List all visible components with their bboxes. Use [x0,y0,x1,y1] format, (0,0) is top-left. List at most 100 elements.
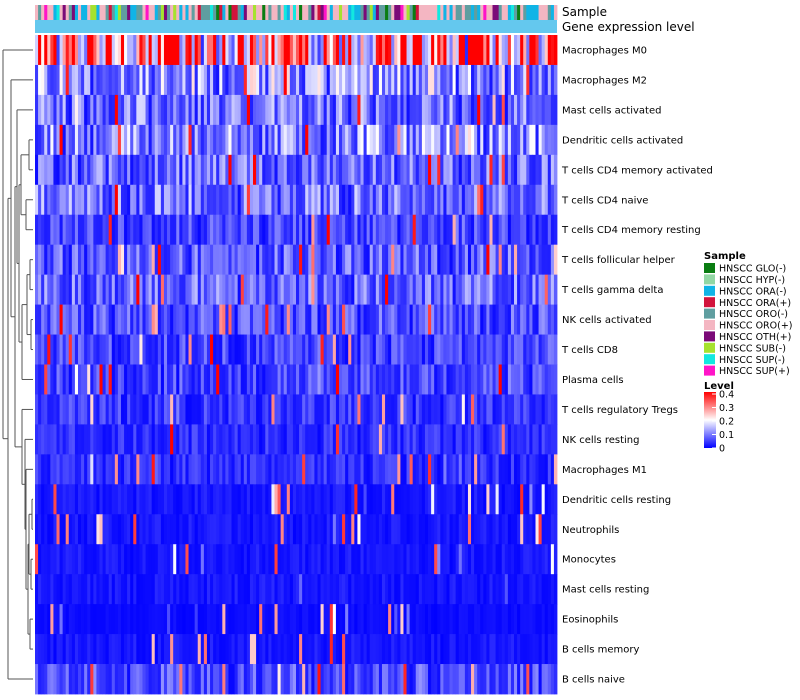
heatmap-cell [501,394,506,425]
heatmap-cell [514,124,518,156]
heatmap-cell [483,634,487,665]
heatmap-cell [77,124,82,156]
heatmap-cell [363,394,368,425]
sample-cell [489,5,493,20]
heatmap-cell [151,304,156,335]
heatmap-cell [111,424,116,455]
heatmap-cell [360,514,364,545]
heatmap-cell [200,364,205,395]
heatmap-cell [194,394,199,425]
heatmap-cell [455,394,460,425]
heatmap-cell [283,334,288,365]
heatmap-cell [375,574,380,605]
sample-cell [474,5,478,20]
heatmap-cell [262,154,266,186]
heatmap-cell [188,334,192,365]
heatmap-cell [351,64,355,96]
heatmap-cell [443,394,447,425]
heatmap-cell [394,94,398,126]
heatmap-cell [464,304,469,335]
heatmap-cell [553,514,558,545]
sample-cell [50,5,54,20]
heatmap-cell [326,634,331,665]
heatmap-cell [265,184,269,216]
heatmap-cell [127,244,131,276]
heatmap-cell [517,604,521,635]
heatmap-cell [403,304,407,335]
heatmap-cell [486,35,490,66]
heatmap-cell [458,634,463,665]
heatmap-cell [274,604,278,635]
heatmap-cell [345,304,349,335]
heatmap-cell [338,214,343,246]
heatmap-cell [234,64,239,96]
heatmap-cell [289,124,294,156]
heatmap-cell [421,35,426,66]
heatmap-cell [305,64,309,96]
heatmap-cell [102,634,107,665]
heatmap-cell [262,664,266,695]
heatmap-cell [124,124,128,156]
heatmap-cell [449,334,453,365]
heatmap-cell [124,604,128,635]
sample-cell [526,5,530,20]
heatmap-cell [550,124,555,156]
heatmap-cell [317,244,321,276]
heatmap-cell [369,274,374,305]
heatmap-cell [280,244,285,276]
heatmap-cell [219,484,223,515]
heatmap-cell [299,424,303,455]
heatmap-cell [234,424,239,455]
heatmap-cell [520,634,524,665]
heatmap-cell [514,244,518,276]
heatmap-cell [385,364,389,395]
heatmap-cell [225,424,229,455]
heatmap-cell [434,184,438,216]
heatmap-cell [412,214,417,246]
heatmap-cell [213,634,217,665]
heatmap-cell [108,214,113,246]
heatmap-cell [87,664,91,695]
heatmap-cell [216,124,220,156]
heatmap-cell [271,154,275,186]
heatmap-cell [474,64,478,96]
heatmap-cell [477,454,481,485]
heatmap-cell [553,364,558,395]
heatmap-cell [154,394,159,425]
heatmap-cell [529,124,533,156]
heatmap-cell [74,424,79,455]
heatmap-cell [222,604,226,635]
heatmap-cell [240,304,245,335]
heatmap-cell [210,334,214,365]
heatmap-cell [256,334,260,365]
heatmap-cell [406,634,411,665]
heatmap-cell [277,514,282,545]
heatmap-cell [283,364,288,395]
heatmap-cell [99,304,103,335]
heatmap-cell [378,424,383,455]
heatmap-cell [99,364,103,395]
heatmap-cell [216,484,220,515]
heatmap-cell [449,35,453,66]
heatmap-cell [452,454,457,485]
heatmap-cell [428,274,432,305]
heatmap-cell [523,304,527,335]
heatmap-cell [231,124,235,156]
heatmap-cell [105,214,110,246]
heatmap-cell [342,64,346,96]
heatmap-cell [256,304,260,335]
heatmap-cell [47,664,51,695]
heatmap-cell [529,574,533,605]
heatmap-cell [222,454,226,485]
row-label: Macrophages M0 [562,45,647,56]
heatmap-cell [495,154,500,186]
heatmap-cell [538,214,543,246]
heatmap-cell [93,214,97,246]
heatmap-cell [550,304,555,335]
heatmap-cell [400,184,404,216]
heatmap-cell [237,154,242,186]
heatmap-cell [268,364,272,395]
sample-cell [311,5,315,20]
heatmap-cell [47,634,51,665]
heatmap-cell [74,214,79,246]
